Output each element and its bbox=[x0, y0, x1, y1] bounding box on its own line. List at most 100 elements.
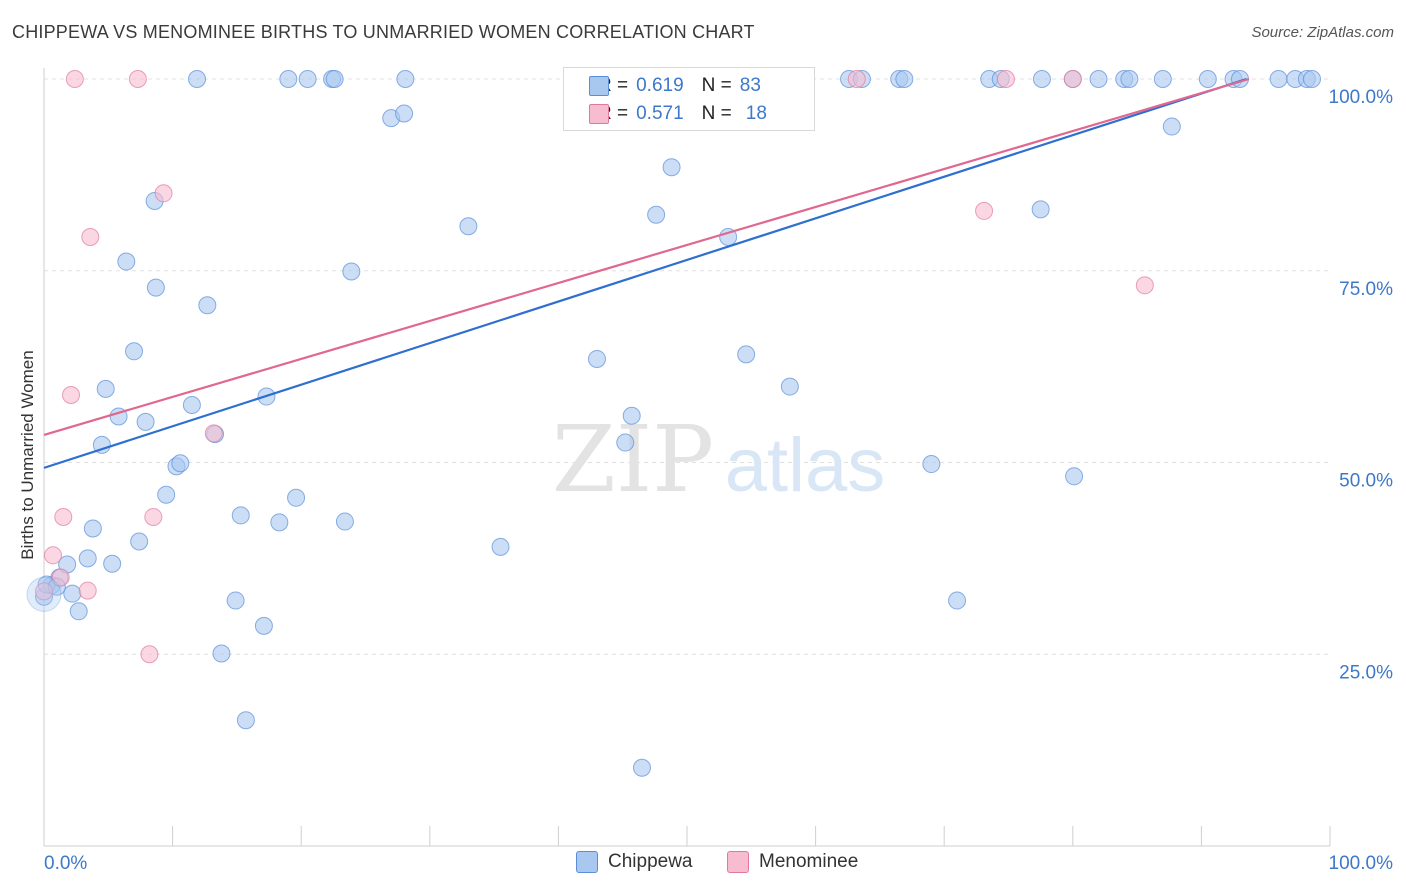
point-chippewa bbox=[157, 485, 176, 504]
point-chippewa bbox=[103, 554, 122, 573]
x-tick-label: 100.0% bbox=[1329, 853, 1394, 874]
point-chippewa bbox=[198, 296, 217, 315]
stats-legend: R = 0.619 N = 83 R = 0.571 N = 18 bbox=[563, 67, 815, 131]
point-cluster bbox=[26, 576, 62, 612]
point-chippewa bbox=[622, 406, 641, 425]
watermark: ZIP atlas bbox=[552, 406, 885, 513]
source-note: Source: ZipAtlas.com bbox=[1251, 24, 1394, 41]
point-menominee bbox=[128, 70, 147, 88]
watermark-atlas: atlas bbox=[725, 423, 886, 508]
n-label: N = bbox=[701, 75, 732, 96]
point-chippewa bbox=[587, 349, 606, 368]
r-value-menominee: 0.571 bbox=[636, 103, 684, 124]
point-chippewa bbox=[342, 262, 361, 281]
point-chippewa bbox=[1120, 70, 1139, 88]
y-tick-label: 50.0% bbox=[1339, 471, 1393, 492]
point-chippewa bbox=[396, 70, 415, 88]
point-chippewa bbox=[948, 591, 967, 610]
point-menominee bbox=[54, 507, 73, 526]
point-chippewa bbox=[616, 433, 635, 452]
x-tick-label: 0.0% bbox=[44, 853, 87, 874]
grid-lines bbox=[44, 78, 1330, 655]
point-chippewa bbox=[130, 532, 149, 551]
r-value-chippewa: 0.619 bbox=[636, 75, 684, 96]
point-chippewa bbox=[737, 345, 756, 364]
point-chippewa bbox=[1089, 70, 1108, 88]
point-chippewa bbox=[1269, 70, 1288, 88]
point-menominee bbox=[65, 70, 84, 88]
point-chippewa bbox=[1153, 70, 1172, 88]
point-chippewa bbox=[231, 506, 250, 525]
n-label: N = bbox=[701, 103, 732, 124]
point-menominee bbox=[204, 424, 223, 443]
point-chippewa bbox=[895, 70, 914, 88]
n-value-chippewa: 83 bbox=[739, 75, 761, 96]
trend-lines bbox=[43, 77, 1250, 469]
point-chippewa bbox=[325, 70, 344, 88]
y-tick-label: 25.0% bbox=[1339, 662, 1393, 683]
point-menominee bbox=[1135, 276, 1154, 295]
point-menominee bbox=[44, 546, 63, 565]
legend-swatch-menominee bbox=[589, 104, 609, 124]
point-chippewa bbox=[83, 519, 102, 538]
point-menominee bbox=[1063, 70, 1082, 88]
legend-row-chippewa: R = 0.619 N = 83 bbox=[589, 74, 761, 98]
point-chippewa bbox=[226, 591, 245, 610]
point-chippewa bbox=[1031, 200, 1050, 219]
point-chippewa bbox=[254, 616, 273, 635]
legend-item-chippewa[interactable]: Chippewa bbox=[576, 851, 693, 873]
n-value-menominee: 18 bbox=[745, 103, 767, 124]
point-chippewa bbox=[1065, 467, 1084, 486]
point-menominee bbox=[975, 201, 994, 220]
point-chippewa bbox=[298, 70, 317, 88]
legend-swatch-chippewa bbox=[576, 851, 598, 873]
legend-swatch-menominee bbox=[727, 851, 749, 873]
data-points bbox=[26, 70, 1321, 777]
point-chippewa bbox=[922, 455, 941, 474]
point-chippewa bbox=[69, 602, 88, 621]
point-chippewa bbox=[1302, 70, 1321, 88]
point-chippewa bbox=[335, 512, 354, 531]
legend-swatch-chippewa bbox=[589, 76, 609, 96]
point-menominee bbox=[35, 582, 53, 601]
point-chippewa bbox=[662, 158, 681, 177]
point-menominee bbox=[847, 70, 866, 88]
point-chippewa bbox=[1032, 70, 1051, 88]
point-chippewa bbox=[279, 70, 298, 88]
point-menominee bbox=[140, 645, 159, 664]
axes bbox=[43, 68, 1331, 847]
point-chippewa bbox=[146, 278, 165, 297]
legend-item-menominee[interactable]: Menominee bbox=[727, 851, 858, 873]
point-chippewa bbox=[236, 711, 255, 730]
y-tick-label: 75.0% bbox=[1339, 279, 1393, 300]
legend-label-chippewa: Chippewa bbox=[608, 851, 693, 872]
trend-line-chippewa bbox=[43, 77, 1247, 469]
y-tick-label: 100.0% bbox=[1329, 87, 1394, 108]
legend-label-menominee: Menominee bbox=[759, 851, 859, 872]
point-chippewa bbox=[182, 395, 201, 414]
point-chippewa bbox=[78, 549, 97, 568]
point-chippewa bbox=[1162, 117, 1181, 136]
chart-title: CHIPPEWA VS MENOMINEE BIRTHS TO UNMARRIE… bbox=[12, 22, 755, 42]
point-chippewa bbox=[491, 537, 510, 556]
point-chippewa bbox=[92, 435, 111, 454]
point-chippewa bbox=[459, 217, 478, 236]
point-menominee bbox=[154, 184, 173, 203]
point-chippewa bbox=[96, 379, 115, 398]
point-menominee bbox=[144, 507, 163, 526]
point-menominee bbox=[78, 581, 97, 600]
point-menominee bbox=[62, 386, 81, 405]
point-chippewa bbox=[136, 412, 155, 431]
legend-row-menominee: R = 0.571 N = 18 bbox=[589, 102, 767, 126]
point-chippewa bbox=[188, 70, 207, 88]
point-chippewa bbox=[117, 252, 136, 271]
point-chippewa bbox=[171, 454, 190, 473]
tick-labels: 25.0% 50.0% 75.0% 100.0% 0.0% 100.0% bbox=[44, 87, 1393, 874]
point-chippewa bbox=[63, 584, 82, 603]
trend-line-menominee bbox=[43, 77, 1250, 436]
point-menominee bbox=[51, 568, 70, 587]
point-chippewa bbox=[212, 644, 231, 663]
point-chippewa bbox=[647, 205, 666, 224]
point-chippewa bbox=[1198, 70, 1217, 88]
